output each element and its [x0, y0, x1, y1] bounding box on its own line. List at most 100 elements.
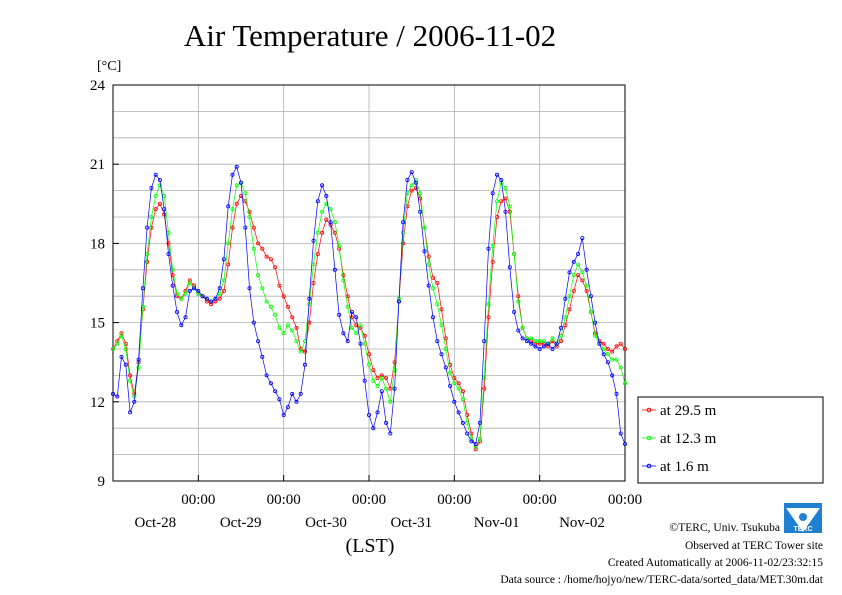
data-point	[238, 180, 243, 185]
data-point	[260, 286, 265, 291]
data-point	[516, 299, 521, 304]
data-point	[605, 352, 610, 357]
data-point	[179, 296, 184, 301]
data-point	[576, 251, 581, 256]
data-point	[166, 241, 171, 246]
data-point	[153, 207, 158, 212]
data-point	[328, 220, 333, 225]
data-point	[281, 412, 286, 417]
data-point	[379, 375, 384, 380]
data-point	[256, 339, 261, 344]
data-point	[119, 354, 124, 359]
data-point	[230, 172, 235, 177]
data-point	[593, 333, 598, 338]
x-tick-date: Nov-01	[474, 515, 520, 531]
data-point	[409, 183, 414, 188]
data-point	[285, 405, 290, 410]
data-point	[409, 188, 414, 193]
data-point	[537, 346, 542, 351]
data-point	[469, 439, 474, 444]
data-point	[499, 199, 504, 204]
data-point	[392, 386, 397, 391]
data-point	[465, 431, 470, 436]
data-point	[354, 315, 359, 320]
x-tick-time: 00:00	[523, 492, 557, 508]
terc-logo: TERC	[784, 503, 822, 533]
data-point	[490, 243, 495, 248]
data-point	[405, 177, 410, 182]
data-point	[192, 283, 197, 288]
data-point	[584, 267, 589, 272]
data-point	[341, 331, 346, 336]
data-point	[452, 399, 457, 404]
data-point	[128, 378, 133, 383]
data-point	[217, 296, 222, 301]
grid-lines	[113, 85, 625, 481]
y-axis-ticks: 9 12 15 18 21 24	[90, 78, 119, 490]
data-point	[623, 441, 628, 446]
data-point	[281, 294, 286, 299]
data-point	[529, 339, 534, 344]
data-point	[413, 177, 418, 182]
data-point	[174, 294, 179, 299]
data-point	[618, 341, 623, 346]
data-point	[486, 302, 491, 307]
data-point	[580, 278, 585, 283]
data-point	[614, 344, 619, 349]
legend-label: at 12.3 m	[660, 431, 717, 447]
data-point	[264, 299, 269, 304]
data-point	[213, 299, 218, 304]
data-point	[576, 262, 581, 267]
x-tick-date: Oct-28	[135, 515, 177, 531]
data-point	[610, 349, 615, 354]
data-point	[375, 383, 380, 388]
data-point	[601, 341, 606, 346]
data-point	[614, 391, 619, 396]
series-line	[112, 165, 626, 445]
data-point	[460, 389, 465, 394]
data-point	[221, 288, 226, 293]
data-point	[162, 212, 167, 217]
data-point	[332, 220, 337, 225]
data-point	[273, 265, 278, 270]
data-point	[550, 336, 555, 341]
data-point	[401, 241, 406, 246]
y-axis-unit: [°C]	[97, 59, 121, 74]
x-tick-time: 00:00	[181, 492, 215, 508]
data-point	[320, 230, 325, 235]
data-point	[128, 410, 133, 415]
data-point	[221, 278, 226, 283]
data-point	[614, 357, 619, 362]
x-tick-time: 00:00	[267, 492, 301, 508]
data-point	[503, 185, 508, 190]
data-point	[209, 299, 214, 304]
data-point	[247, 209, 252, 214]
data-point	[354, 331, 359, 336]
data-point	[605, 346, 610, 351]
legend-marker	[646, 435, 652, 441]
data-point	[593, 320, 598, 325]
data-point	[290, 328, 295, 333]
data-point	[140, 304, 145, 309]
data-point	[204, 296, 209, 301]
data-point	[324, 217, 329, 222]
source-text: Data source : /home/hojyo/new/TERC-data/…	[500, 574, 823, 586]
data-point	[422, 249, 427, 254]
data-point	[563, 296, 568, 301]
y-tick-label: 18	[90, 236, 105, 252]
data-point	[418, 196, 423, 201]
data-point	[162, 207, 167, 212]
data-point	[435, 339, 440, 344]
data-point	[443, 346, 448, 351]
data-point	[541, 341, 546, 346]
data-point	[388, 399, 393, 404]
data-point	[435, 280, 440, 285]
data-point	[268, 257, 273, 262]
data-point	[546, 341, 551, 346]
data-point	[529, 336, 534, 341]
legend-marker	[646, 463, 652, 469]
data-point	[166, 230, 171, 235]
data-point	[610, 357, 615, 362]
data-point	[170, 283, 175, 288]
data-point	[320, 183, 325, 188]
